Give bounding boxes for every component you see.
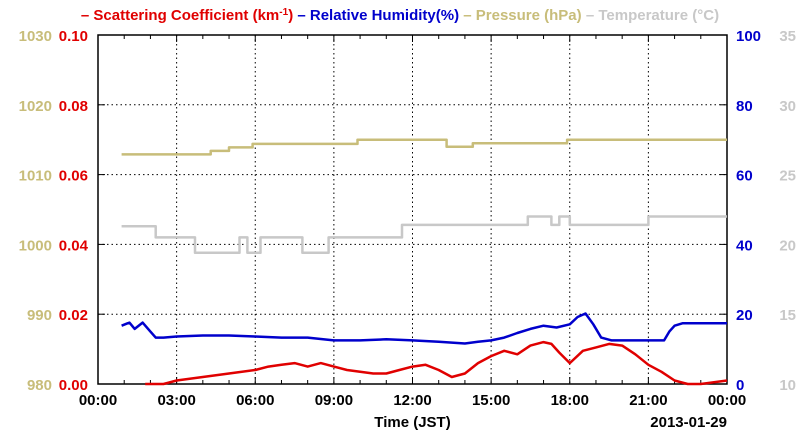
x-tick-label: 09:00 [315, 392, 353, 409]
legend-superscript: -1 [279, 7, 288, 18]
y-tick-label-humidity: 100 [736, 28, 761, 45]
series-line-humidity [121, 312, 727, 345]
x-tick-label: 03:00 [157, 392, 195, 409]
y-tick-label-humidity: 60 [736, 168, 753, 185]
series-line-pressure [121, 138, 727, 156]
y-tick-label-temperature: 25 [779, 168, 796, 185]
y-tick-label-scattering: 0.00 [59, 377, 88, 394]
legend-item: – Pressure (hPa) [459, 7, 582, 24]
legend-label: Scattering Coefficient (km [93, 7, 279, 24]
y-tick-label-scattering: 0.10 [59, 28, 88, 45]
y-tick-label-temperature: 35 [779, 28, 796, 45]
x-axis-label: Time (JST) [374, 414, 450, 431]
y-tick-label-pressure: 990 [27, 307, 52, 324]
y-tick-label-humidity: 20 [736, 307, 753, 324]
y-tick-label-scattering: 0.08 [59, 98, 88, 115]
x-tick-label: 00:00 [708, 392, 746, 409]
x-tick-label: 12:00 [393, 392, 431, 409]
x-tick-label: 00:00 [79, 392, 117, 409]
plot-frame [97, 34, 728, 385]
y-tick-label-scattering: 0.06 [59, 168, 88, 185]
y-tick-label-scattering: 0.04 [59, 237, 89, 254]
x-tick-label: 06:00 [236, 392, 274, 409]
y-tick-label-temperature: 15 [779, 307, 796, 324]
x-tick-label: 21:00 [629, 392, 667, 409]
series-line-temperature [121, 215, 727, 255]
date-label: 2013-01-29 [650, 414, 727, 431]
legend-label: Pressure (hPa) [476, 7, 582, 24]
legend-item: – Temperature (°C) [582, 7, 719, 24]
legend: – Scattering Coefficient (km-1) – Relati… [81, 7, 719, 25]
y-tick-label-humidity: 40 [736, 237, 753, 254]
x-tick-label: 18:00 [551, 392, 589, 409]
legend-marker: – [582, 7, 599, 24]
y-tick-label-humidity: 0 [736, 377, 744, 394]
y-tick-label-humidity: 80 [736, 98, 753, 115]
y-tick-label-pressure: 1020 [19, 98, 52, 115]
series-line-scattering [145, 340, 728, 386]
y-tick-label-temperature: 30 [779, 98, 796, 115]
legend-label: Relative Humidity(%) [310, 7, 459, 24]
legend-marker: – [81, 7, 94, 24]
legend-marker: – [459, 7, 476, 24]
legend-item: – Relative Humidity(%) [293, 7, 459, 24]
legend-item: – Scattering Coefficient (km-1) [81, 7, 293, 25]
legend-label: Temperature (°C) [598, 7, 719, 24]
y-tick-label-temperature: 10 [779, 377, 796, 394]
y-tick-label-scattering: 0.02 [59, 307, 88, 324]
legend-suffix: ) [288, 7, 293, 24]
y-tick-label-pressure: 1000 [19, 237, 52, 254]
y-tick-label-pressure: 1010 [19, 168, 52, 185]
y-tick-label-temperature: 20 [779, 237, 796, 254]
y-tick-label-pressure: 980 [27, 377, 52, 394]
legend-marker: – [293, 7, 310, 24]
x-tick-label: 15:00 [472, 392, 510, 409]
y-tick-label-pressure: 1030 [19, 28, 52, 45]
